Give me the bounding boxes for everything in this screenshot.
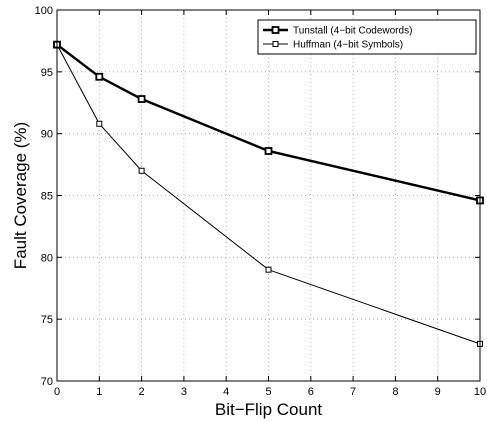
x-tick-label: 3 xyxy=(181,386,187,398)
legend-entry: Huffman (4−bit Symbols) xyxy=(263,40,403,51)
data-point xyxy=(137,95,146,103)
data-point xyxy=(265,266,272,273)
y-axis-label: Fault Coverage (%) xyxy=(11,122,30,269)
data-point xyxy=(138,167,145,174)
legend-label: Tunstall (4−bit Codewords) xyxy=(293,26,412,37)
x-tick-label: 7 xyxy=(350,386,356,398)
data-point xyxy=(96,120,103,127)
legend-marker xyxy=(272,41,279,47)
x-tick-label: 2 xyxy=(139,386,145,398)
x-tick-label: 4 xyxy=(223,386,229,398)
y-tick-label: 70 xyxy=(41,376,53,388)
y-tick-label: 85 xyxy=(41,191,53,203)
legend-entries: Tunstall (4−bit Codewords) Huffman (4−bit… xyxy=(263,26,412,51)
legend-box xyxy=(257,19,477,55)
x-axis-label: Bit−Flip Count xyxy=(215,400,323,419)
y-tick-label: 80 xyxy=(41,252,53,264)
data-point xyxy=(264,147,273,155)
y-tick-label: 95 xyxy=(41,67,53,79)
y-tick-label: 90 xyxy=(41,129,53,141)
legend-label: Huffman (4−bit Symbols) xyxy=(293,40,403,51)
x-tick-label: 5 xyxy=(265,386,271,398)
y-tick-label: 75 xyxy=(41,314,53,326)
legend-entry: Tunstall (4−bit Codewords) xyxy=(263,26,412,37)
x-tick-label: 9 xyxy=(435,386,441,398)
legend: Tunstall (4−bit Codewords) Huffman (4−bit… xyxy=(257,19,477,55)
series-tunstall xyxy=(53,40,484,205)
x-tick-label: 8 xyxy=(392,386,398,398)
x-tick-label: 0 xyxy=(54,386,60,398)
axis-ticks xyxy=(56,9,481,382)
data-point xyxy=(95,72,104,81)
x-tick-label: 6 xyxy=(308,386,314,398)
legend-marker xyxy=(271,26,280,34)
x-tick-label: 1 xyxy=(96,386,102,398)
series-layer xyxy=(53,40,484,347)
tick-labels: 0 1 2 3 4 5 6 7 8 9 10 70 75 80 85 90 95 100 xyxy=(35,5,486,398)
y-tick-label: 100 xyxy=(35,5,53,17)
x-tick-label: 10 xyxy=(474,386,486,398)
